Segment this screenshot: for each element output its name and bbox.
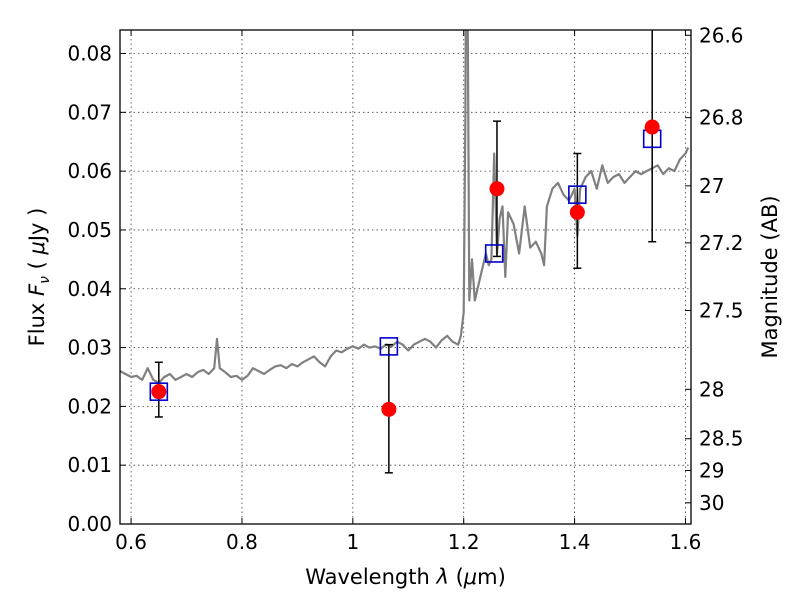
- model-square-marker: [149, 382, 169, 401]
- x-axis-label: Wavelength λ (μm): [305, 565, 506, 589]
- model-square-marker: [379, 337, 399, 356]
- magnitude-tick-label: 27.5: [699, 299, 744, 323]
- y-tick-label: 0.00: [67, 512, 112, 536]
- observed-point: [644, 119, 660, 135]
- observed-point: [569, 204, 585, 220]
- observed-point: [381, 401, 397, 417]
- magnitude-tick-label: 28.5: [699, 427, 744, 451]
- plot-frame: [119, 29, 692, 525]
- observed-point: [151, 384, 167, 400]
- model-square-marker: [484, 244, 504, 263]
- y-tick-label: 0.03: [67, 336, 112, 360]
- y-tick-label: 0.08: [67, 42, 112, 66]
- error-bars: [149, 30, 662, 474]
- magnitude-tick-label: 26.8: [699, 106, 744, 130]
- magnitude-tick-label: 29: [699, 458, 724, 482]
- y-tick-label: 0.02: [67, 394, 112, 418]
- x-tick-label: 1.4: [559, 530, 591, 554]
- model-square-marker: [568, 185, 587, 204]
- y-tick-label: 0.05: [67, 218, 112, 242]
- x-tick-label: 1: [346, 530, 359, 554]
- x-tick-label: 0.8: [226, 530, 258, 554]
- y-tick-label: 0.07: [67, 100, 112, 124]
- y-tick-label: 0.01: [67, 453, 112, 477]
- y-tick-label: 0.06: [67, 159, 112, 183]
- axes: 0.6 0.8 1 1.2 1.4 1.6 0.00 0.01 0.02 0.03 0.04 0.05…: [67, 23, 743, 554]
- y-axis-label: Flux Fν ( μJy ): [25, 208, 53, 347]
- observed-point: [489, 181, 505, 197]
- magnitude-tick-label: 26.6: [699, 23, 744, 47]
- x-tick-label: 1.2: [448, 530, 480, 554]
- data-layer: [120, 30, 690, 384]
- right-axis-label: Magnitude (AB): [758, 195, 782, 358]
- x-tick-label: 1.6: [670, 530, 702, 554]
- magnitude-tick-label: 28: [699, 377, 724, 401]
- spectrum-line: [120, 30, 690, 384]
- magnitude-tick-label: 27.2: [699, 231, 744, 255]
- x-tick-label: 0.6: [115, 530, 147, 554]
- magnitude-tick-label: 30: [699, 491, 724, 515]
- y-tick-label: 0.04: [67, 277, 112, 301]
- magnitude-tick-label: 27: [699, 174, 724, 198]
